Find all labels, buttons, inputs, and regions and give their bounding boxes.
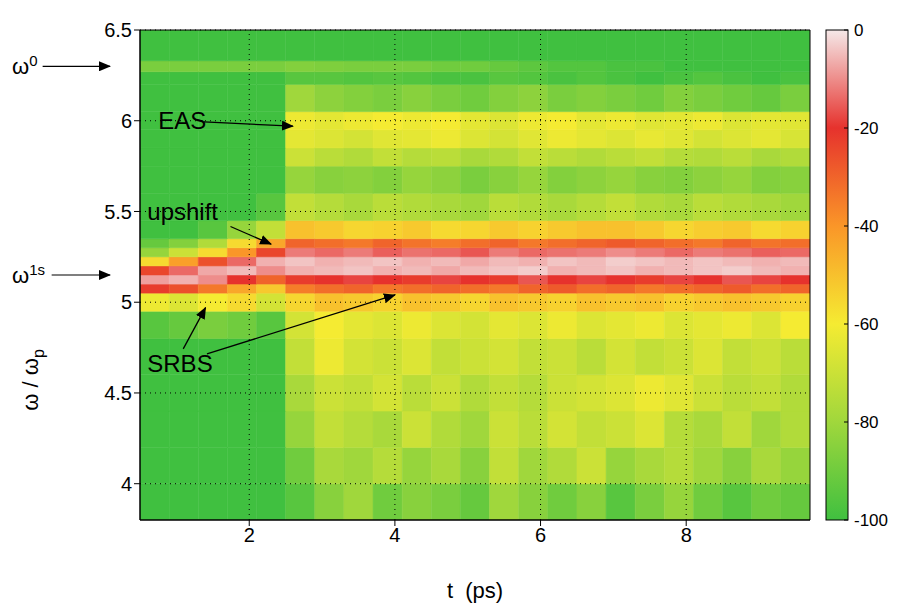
svg-text:6.5: 6.5 xyxy=(104,19,132,41)
svg-text:ω1s: ω1s xyxy=(12,261,45,288)
svg-text:6: 6 xyxy=(535,524,546,546)
svg-text:5: 5 xyxy=(121,291,132,313)
svg-text:-40: -40 xyxy=(854,217,879,236)
svg-text:4.5: 4.5 xyxy=(104,382,132,404)
svg-text:-60: -60 xyxy=(854,315,879,334)
svg-text:-80: -80 xyxy=(854,413,879,432)
svg-text:0: 0 xyxy=(854,21,863,40)
svg-text:ω0: ω0 xyxy=(12,52,38,79)
svg-text:4: 4 xyxy=(121,473,132,495)
svg-text:-20: -20 xyxy=(854,119,879,138)
svg-text:8: 8 xyxy=(681,524,692,546)
svg-text:-100: -100 xyxy=(854,511,888,530)
svg-text:6: 6 xyxy=(121,110,132,132)
svg-text:t (ps): t (ps) xyxy=(447,578,503,603)
svg-text:EAS: EAS xyxy=(158,107,206,134)
svg-text:5.5: 5.5 xyxy=(104,201,132,223)
svg-text:4: 4 xyxy=(389,524,400,546)
svg-text:2: 2 xyxy=(244,524,255,546)
svg-text:SRBS: SRBS xyxy=(147,350,212,377)
svg-text:ω / ωp: ω / ωp xyxy=(18,349,47,411)
svg-text:upshift: upshift xyxy=(147,198,218,225)
